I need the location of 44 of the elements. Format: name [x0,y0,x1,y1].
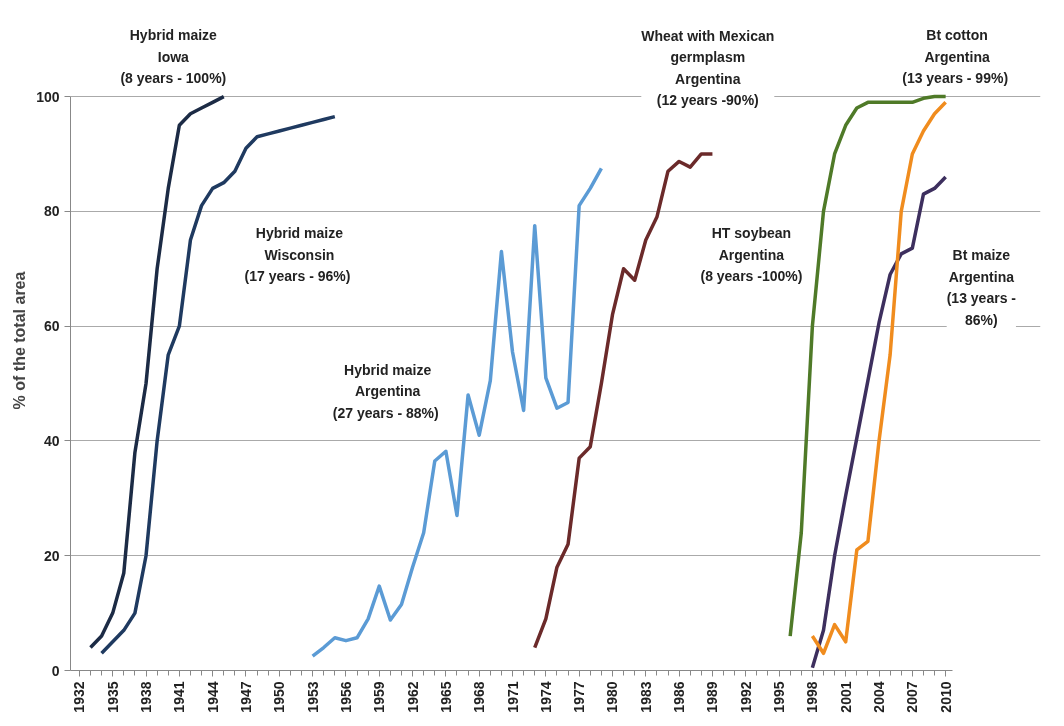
x-tick-label: 1965 [437,681,454,713]
line-series [88,94,226,650]
x-tick-label: 1947 [237,681,254,713]
annotation: HT soybean Argentina (8 years -100%) [700,225,803,285]
x-tick-label: 1992 [737,681,754,713]
y-tick-label: 0 [51,662,60,679]
x-tick-label: 1995 [771,681,788,713]
x-tick-label: 1971 [504,681,521,713]
x-tick-label: 1938 [138,681,155,713]
annotation: Bt maize Argentina (13 years - 86%) [946,247,1017,329]
x-tick-label: 1950 [271,681,288,713]
x-tick-label: 1983 [637,681,654,713]
y-axis-title: % of the total area [11,271,29,410]
annotation: Wheat with Mexican germplasm Argentina (12 years -90%) [641,27,775,109]
x-tick-label: 2001 [837,681,854,713]
x-tick-label: 1998 [804,681,821,713]
x-tick-label: 1962 [404,681,421,713]
y-tick-label: 20 [43,547,60,564]
x-tick-label: 1968 [471,681,488,713]
annotation: Hybrid maize Wisconsin (17 years - 96%) [244,225,351,285]
x-tick-label: 1941 [171,681,188,713]
y-tick-label: 40 [43,432,60,449]
x-tick-label: 1977 [571,681,588,713]
line-series [810,100,948,656]
x-tick-label: 1935 [104,681,121,713]
text: Hybrid maize Iowa (8 years - 100%) [120,27,227,87]
x-tick-label: 1959 [371,681,388,713]
x-tick-label: 1932 [71,681,88,713]
x-tick-label: 1944 [204,681,221,713]
x-tick-label: 2007 [904,681,921,713]
annotation: Hybrid maize Argentina (27 years - 88%) [332,361,439,421]
y-tick-label: 100 [36,88,60,105]
x-tick-label: 1953 [304,681,321,713]
x-tick-label: 1989 [704,681,721,713]
y-tick-label: 80 [43,203,60,220]
x-tick-label: 1980 [604,681,621,713]
line-series [810,175,948,670]
y-tick-label: 60 [43,318,60,335]
x-tick-label: 1956 [337,681,354,713]
x-tick-label: 1974 [537,681,554,713]
x-tick-label: 2004 [871,681,888,713]
x-tick-label: 2010 [937,681,954,713]
text: Bt cotton Argentina (13 years - 99%) [902,27,1009,87]
x-tick-label: 1986 [671,681,688,713]
